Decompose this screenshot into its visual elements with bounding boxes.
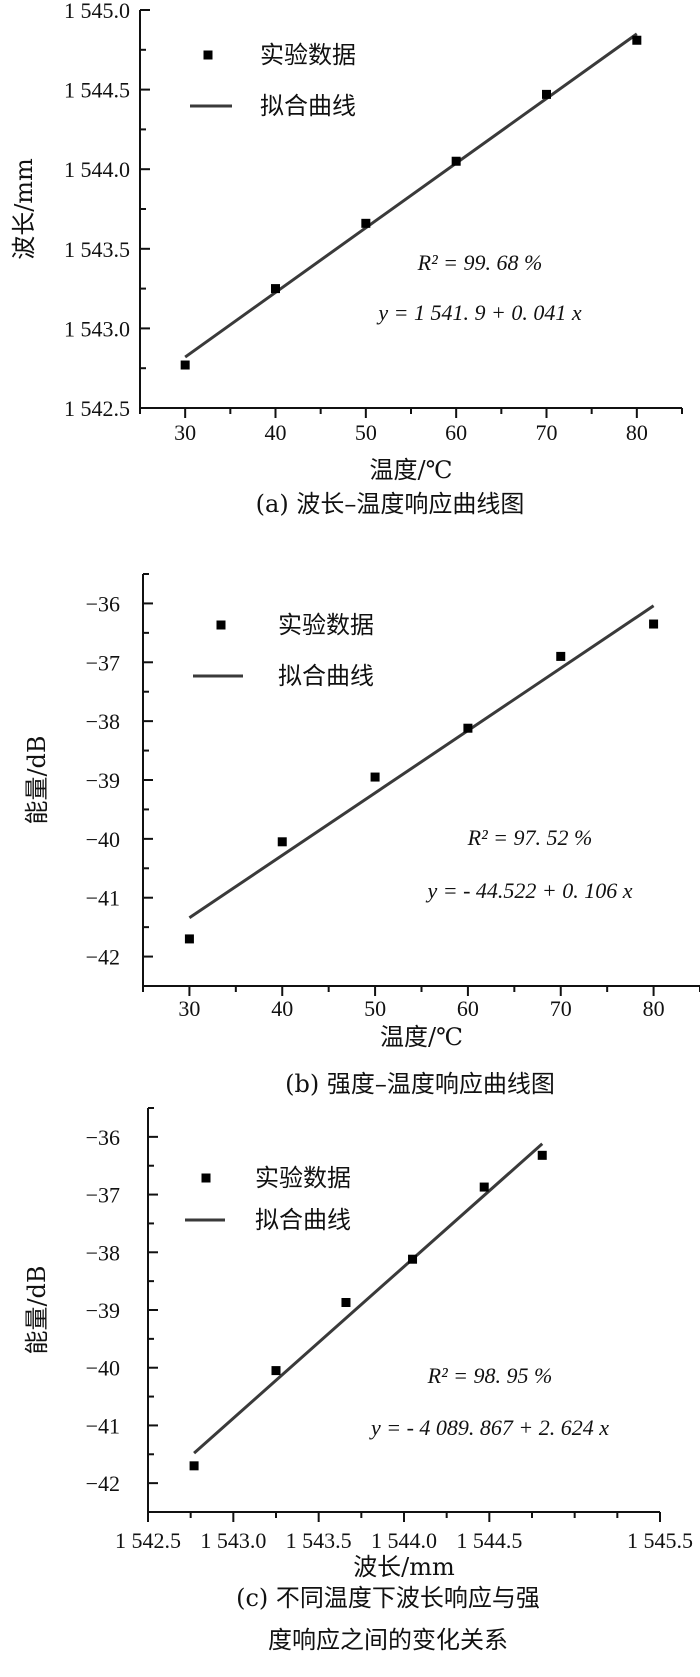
y-tick-label: −39 bbox=[86, 768, 120, 793]
legend-label-data: 实验数据 bbox=[278, 611, 374, 639]
chart-caption-line-2: 度响应之间的变化关系 bbox=[268, 1626, 508, 1654]
x-axis-title: 温度/℃ bbox=[380, 1023, 463, 1051]
y-tick-label: 1 545.0 bbox=[64, 0, 130, 23]
data-point bbox=[537, 1150, 547, 1160]
x-axis-title: 温度/℃ bbox=[370, 456, 453, 484]
data-point bbox=[189, 1461, 199, 1471]
legend-label-fit: 拟合曲线 bbox=[255, 1206, 351, 1234]
x-tick-label: 40 bbox=[265, 420, 287, 445]
y-tick-label: −39 bbox=[86, 1298, 120, 1323]
x-tick-label: 60 bbox=[445, 420, 467, 445]
r2-annotation: R² = 99. 68 % bbox=[417, 250, 543, 275]
data-point bbox=[271, 284, 280, 294]
equation-annotation: y = - 4 089. 867 + 2. 624 x bbox=[369, 1415, 609, 1440]
y-tick-label: −37 bbox=[86, 1183, 120, 1208]
x-tick-label: 60 bbox=[457, 996, 479, 1021]
x-tick-label: 70 bbox=[536, 420, 558, 445]
data-point bbox=[632, 35, 642, 45]
data-point bbox=[463, 723, 473, 733]
x-tick-label: 40 bbox=[271, 996, 293, 1021]
x-tick-label: 1 544.5 bbox=[456, 1528, 522, 1553]
chart-caption: (b) 强度–温度响应曲线图 bbox=[285, 1070, 555, 1098]
legend-marker bbox=[201, 1173, 211, 1183]
data-point bbox=[451, 156, 461, 166]
y-axis-title: 能量/dB bbox=[23, 735, 51, 824]
legend-marker bbox=[203, 50, 213, 60]
data-point bbox=[361, 218, 371, 228]
fit-line bbox=[184, 32, 638, 359]
x-tick-label: 50 bbox=[355, 420, 377, 445]
x-tick-label: 80 bbox=[643, 996, 665, 1021]
y-tick-label: 1 543.5 bbox=[64, 237, 130, 262]
r2-annotation: R² = 97. 52 % bbox=[467, 825, 593, 850]
x-tick-label: 50 bbox=[364, 996, 386, 1021]
data-point bbox=[370, 772, 380, 782]
y-tick-label: −38 bbox=[86, 1240, 120, 1265]
legend-label-fit: 拟合曲线 bbox=[260, 92, 356, 120]
y-tick-label: −37 bbox=[86, 650, 120, 675]
x-tick-label: 30 bbox=[178, 996, 200, 1021]
axes: 1 542.5 1 543.0 1 543.5 1 544.0 1 544.5 1 545… bbox=[86, 1107, 693, 1553]
data-point bbox=[479, 1182, 489, 1192]
fit-line bbox=[193, 1142, 544, 1455]
data-point bbox=[277, 837, 287, 847]
y-tick-label: −41 bbox=[86, 1413, 120, 1438]
y-tick-label: −42 bbox=[86, 945, 120, 970]
y-tick-label: 1 543.0 bbox=[64, 316, 130, 341]
chart-3: 1 542.5 1 543.0 1 543.5 1 544.0 1 544.5 1 545… bbox=[23, 1107, 693, 1654]
chart-2: 30 40 50 60 70 80 −42 −41 −40 −39 −38 −37 −36 温度/℃ 能量/… bbox=[23, 573, 700, 1098]
x-tick-label: 70 bbox=[550, 996, 572, 1021]
data-point bbox=[556, 651, 566, 661]
y-tick-label: 1 542.5 bbox=[64, 396, 130, 421]
y-tick-label: −41 bbox=[86, 886, 120, 911]
legend-label-data: 实验数据 bbox=[255, 1164, 351, 1192]
chart-1: 30 40 50 60 70 80 1 542.5 1 543.0 1 543.5 1 544.0… bbox=[10, 0, 683, 518]
legend-label-fit: 拟合曲线 bbox=[278, 662, 374, 690]
x-tick-label: 1 545.5 bbox=[627, 1528, 693, 1553]
axes: 30 40 50 60 70 80 1 542.5 1 543.0 1 543.5 1 544.0… bbox=[64, 0, 683, 445]
chart-caption-line-1: (c) 不同温度下波长响应与强 bbox=[236, 1584, 540, 1612]
x-tick-label: 1 543.0 bbox=[200, 1528, 266, 1553]
y-tick-label: 1 544.5 bbox=[64, 78, 130, 103]
x-axis-title: 波长/mm bbox=[353, 1553, 455, 1581]
x-tick-label: 1 543.5 bbox=[286, 1528, 352, 1553]
data-point bbox=[184, 934, 194, 944]
y-tick-label: −40 bbox=[86, 1356, 120, 1381]
y-tick-label: −40 bbox=[86, 827, 120, 852]
y-tick-label: −38 bbox=[86, 709, 120, 734]
equation-annotation: y = 1 541. 9 + 0. 041 x bbox=[376, 300, 581, 325]
r2-annotation: R² = 98. 95 % bbox=[427, 1363, 553, 1388]
data-point bbox=[341, 1297, 351, 1307]
data-point bbox=[271, 1366, 281, 1376]
y-axis-title: 能量/dB bbox=[23, 1265, 51, 1354]
legend-marker bbox=[216, 620, 226, 630]
data-point bbox=[542, 89, 551, 99]
equation-annotation: y = - 44.522 + 0. 106 x bbox=[425, 878, 632, 903]
x-tick-label: 80 bbox=[626, 420, 648, 445]
x-tick-label: 1 544.0 bbox=[371, 1528, 437, 1553]
x-tick-label: 1 542.5 bbox=[115, 1528, 181, 1553]
y-axis-title: 波长/mm bbox=[10, 158, 38, 260]
legend-label-data: 实验数据 bbox=[260, 41, 356, 69]
data-point bbox=[180, 360, 190, 370]
data-point bbox=[649, 619, 659, 629]
y-tick-label: 1 544.0 bbox=[64, 157, 130, 182]
fit-line bbox=[188, 604, 655, 919]
y-tick-label: −36 bbox=[86, 1125, 120, 1150]
data-point bbox=[408, 1254, 418, 1264]
y-tick-label: −42 bbox=[86, 1471, 120, 1496]
axes: 30 40 50 60 70 80 −42 −41 −40 −39 −38 −37 −36 bbox=[86, 573, 700, 1021]
chart-caption: (a) 波长–温度响应曲线图 bbox=[256, 490, 525, 518]
y-tick-label: −36 bbox=[86, 591, 120, 616]
x-tick-label: 30 bbox=[174, 420, 196, 445]
